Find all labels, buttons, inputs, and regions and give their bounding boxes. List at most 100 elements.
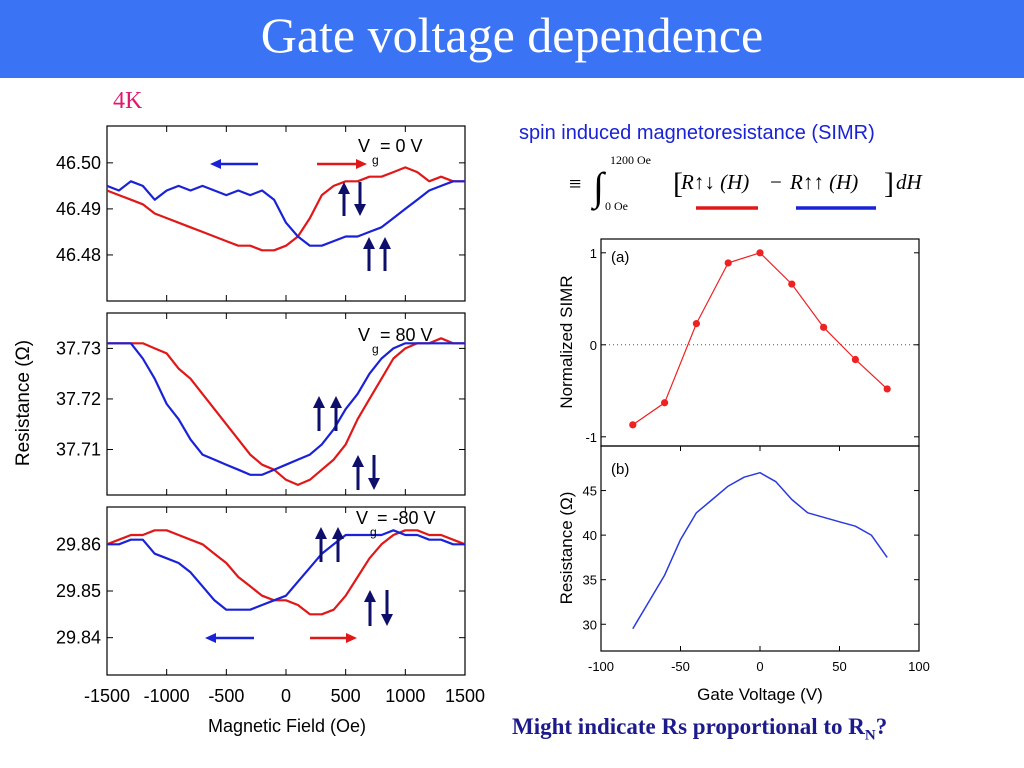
magnetization-arrows [313,182,393,626]
x-tick-label: 0 [756,659,763,674]
differential: dH [896,170,924,194]
mag-arrowhead-up-4 [313,396,325,408]
x-tick-label: -1500 [84,686,130,706]
conclusion-suffix: ? [875,714,888,739]
term-antiparallel: R↑↓ (H) [680,170,749,194]
simr-point [883,385,891,393]
simr-point [820,323,828,331]
chart-a-y-axis-title: Normalized SIMR [557,275,576,408]
simr-formula: ≡ ∫ 1200 Oe 0 Oe [ R↑↓ (H) − R↑↑ (H) ] d… [569,153,924,213]
right-bracket: ] [884,167,894,200]
temperature-label: 4K [113,88,143,114]
y-tick-label: 29.85 [56,581,101,601]
x-tick-label: -100 [588,659,614,674]
series-line-red [106,529,466,616]
x-tick-label: -1000 [144,686,190,706]
field-sweep-arrows [205,159,367,643]
x-tick-label: 500 [331,686,361,706]
panel-0V-label-value: = 0 V [380,136,423,156]
slide-title: Gate voltage dependence [260,7,764,63]
chart-b-frame [600,445,920,652]
y-tick-label: 35 [583,573,597,588]
y-tick-label: 29.84 [56,628,101,648]
series-line-red [107,337,465,486]
chart-b-panel-label: (b) [611,461,629,478]
conclusion-main: Might indicate Rs proportional to R [512,714,865,739]
panel-m80V: -1500 -1000 -500 0 500 1000 1500 29.84 29.85 29.8… [56,507,485,706]
x-tick-label: -500 [208,686,244,706]
chart-a-frame [600,238,920,447]
series-line-red [106,166,465,252]
mag-arrowhead-up-6 [352,455,364,467]
y-axis-title-resistance: Resistance (Ω) [13,340,34,466]
conclusion-text: Might indicate Rs proportional to RN? [512,714,887,745]
panel-80V-label-sub: g [372,342,379,356]
equiv-symbol: ≡ [569,171,581,196]
series-line-blue [107,342,465,476]
mag-arrowhead-down-2 [368,478,380,490]
panel-m80V-label-v: V [356,508,368,528]
title-bar: Gate voltage dependence [0,0,1024,78]
panel-80V-label-value: = 80 V [380,325,433,345]
x-tick-label: 50 [832,659,846,674]
y-tick-label: 46.50 [56,153,101,173]
simr-point [756,249,764,257]
y-tick-label: 1 [590,246,597,261]
sweep-arrowhead-red-bottom [346,633,357,643]
panel-0V-label-v: V [358,136,370,156]
integral-upper-limit: 1200 Oe [610,153,651,167]
x-tick-label: 100 [908,659,930,674]
series-line-blue [107,529,465,611]
mag-arrowhead-down-3 [381,614,393,626]
mag-arrowhead-up-8 [332,527,344,539]
y-tick-label: -1 [585,430,597,445]
right-charts: -1 0 1 30 35 40 45 -100 -50 0 50 100 (a) (b) Norma… [557,238,930,704]
sweep-arrowhead-blue-bottom [205,633,216,643]
conclusion-subscript: N [864,727,876,744]
panel-0V: 46.48 46.49 46.50 [56,126,466,301]
simr-point [629,421,637,429]
panel-m80V-frame [106,506,466,676]
x-tick-label: 1500 [445,686,485,706]
panel-80V: 37.71 37.72 37.73 [56,313,466,495]
y-tick-label: 37.73 [56,338,101,358]
panel-80V-label-v: V [358,325,370,345]
sweep-arrowhead-red-top [356,159,367,169]
mag-arrowhead-up-7 [315,527,327,539]
integral-symbol: ∫ [590,164,607,211]
y-tick-label: 40 [583,528,597,543]
chart-b-x-axis-title: Gate Voltage (V) [697,685,823,704]
x-axis-title-field: Magnetic Field (Oe) [208,716,366,736]
panel-m80V-label-sub: g [370,525,377,539]
mag-arrowhead-down-1 [354,204,366,216]
y-tick-label: 29.86 [56,534,101,554]
y-tick-label: 46.48 [56,245,101,265]
simr-heading: spin induced magnetoresistance (SIMR) [519,122,875,144]
minus-sign: − [770,170,782,194]
integral-lower-limit: 0 Oe [605,199,628,213]
y-tick-label: 30 [583,617,597,632]
simr-line [632,252,888,426]
panel-0V-label-sub: g [372,153,379,167]
chart-a: -1 0 1 [585,246,919,445]
term-parallel: R↑↑ (H) [789,170,858,194]
chart-b-y-axis-title: Resistance (Ω) [557,492,576,605]
resistance-line [632,471,888,630]
chart-a-panel-label: (a) [611,249,629,266]
y-tick-label: 46.49 [56,199,101,219]
mag-arrowhead-up-3 [379,237,391,249]
y-tick-label: 45 [583,484,597,499]
y-tick-label: 37.71 [56,440,101,460]
y-tick-label: 37.72 [56,389,101,409]
simr-point [851,355,860,364]
x-tick-label: -50 [671,659,690,674]
series-line-blue [106,180,465,247]
left-bracket: [ [673,167,683,200]
mag-arrowhead-up-9 [364,590,376,602]
simr-point [724,259,732,267]
mag-arrowhead-up-1 [338,182,350,194]
panel-m80V-label-value: = -80 V [377,508,436,528]
sweep-arrowhead-blue-top [210,159,221,169]
left-panels: 46.48 46.49 46.50 37.71 37.72 37.73 -1500 -10… [13,125,485,736]
